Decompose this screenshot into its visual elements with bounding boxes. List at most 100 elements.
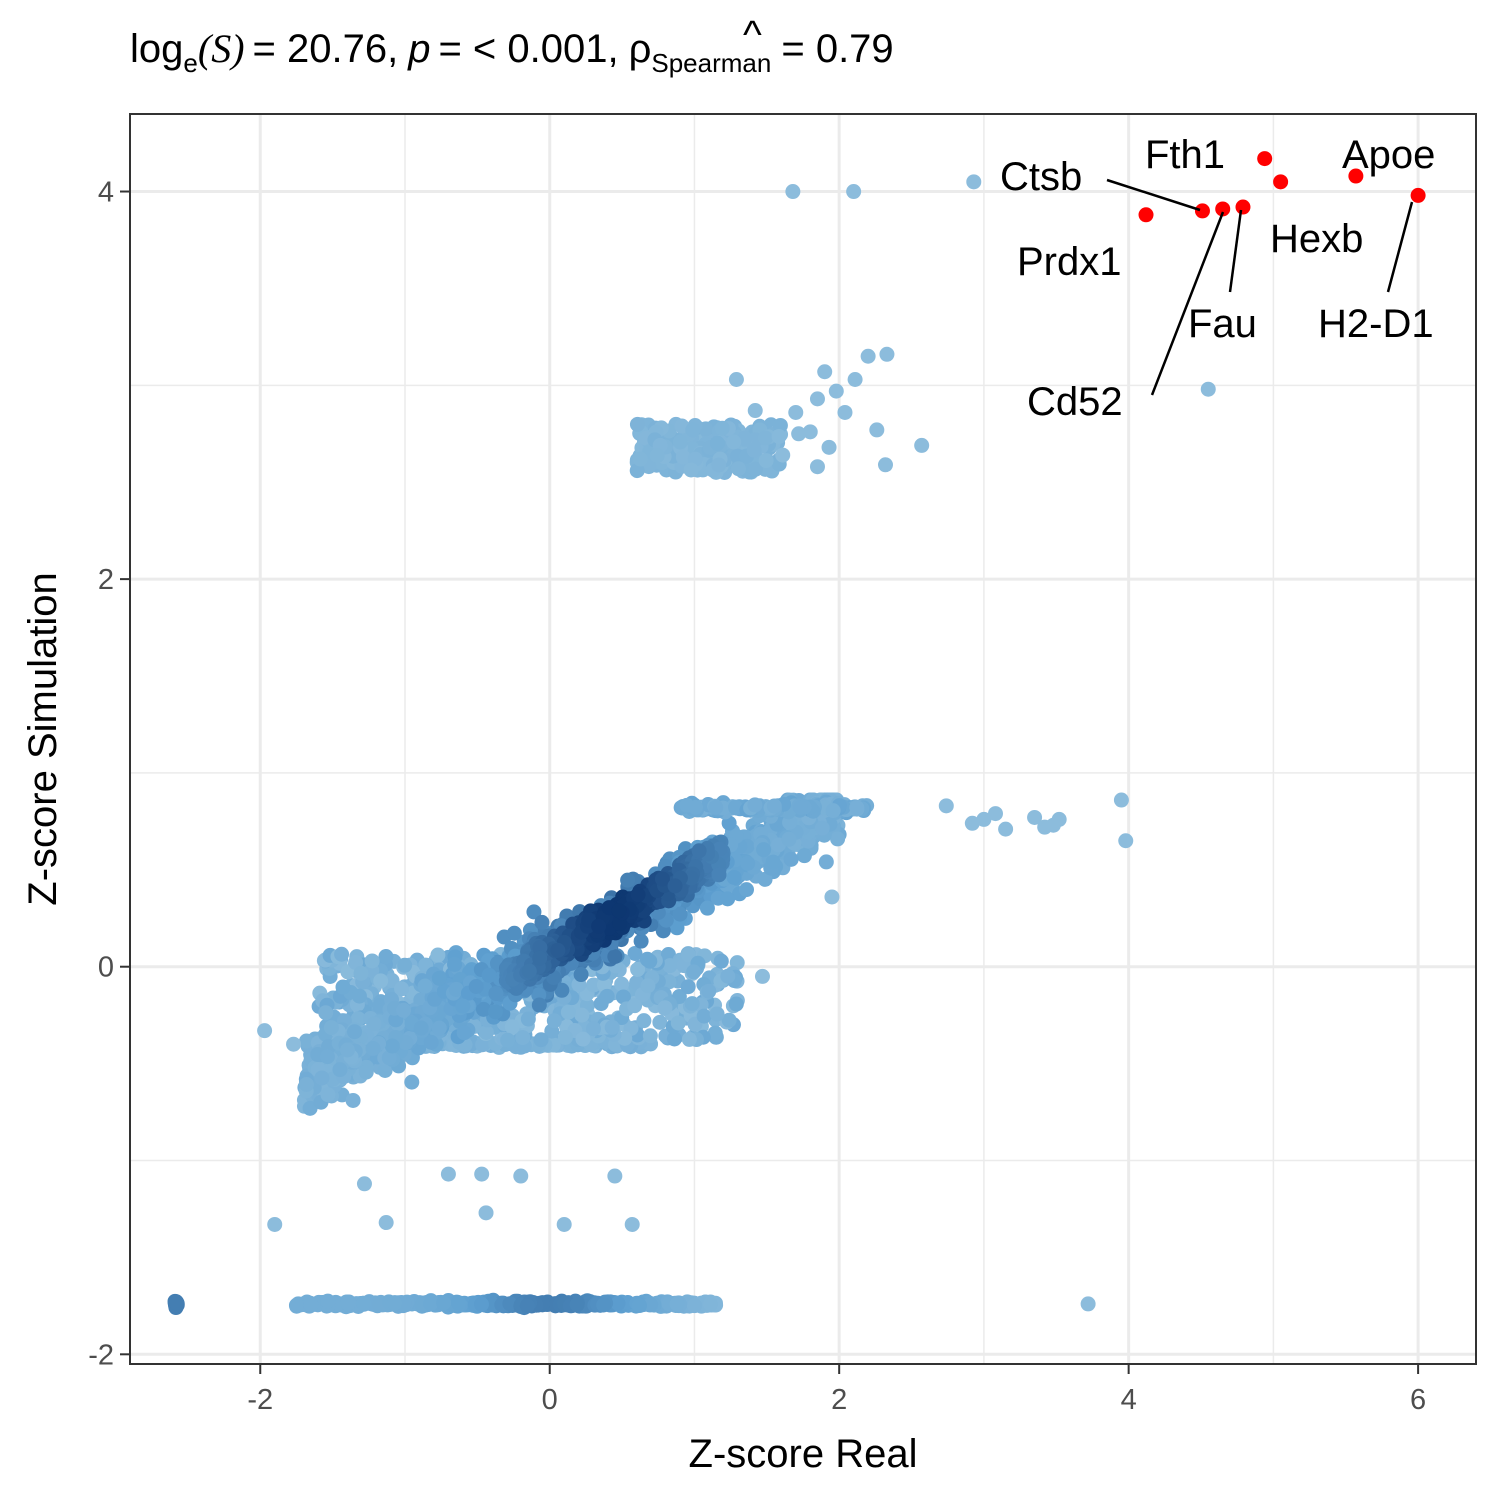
data-point bbox=[320, 1293, 336, 1309]
data-point bbox=[814, 820, 830, 836]
data-point bbox=[672, 434, 688, 450]
data-point bbox=[515, 1030, 531, 1046]
data-point bbox=[660, 947, 676, 963]
outlier-point bbox=[802, 424, 818, 440]
data-point bbox=[431, 970, 447, 986]
plot-panel bbox=[129, 113, 1477, 1365]
data-point bbox=[679, 797, 695, 813]
data-point bbox=[766, 798, 782, 814]
data-point bbox=[345, 1092, 361, 1108]
data-point bbox=[781, 831, 797, 847]
data-point bbox=[534, 914, 550, 930]
data-point bbox=[533, 1032, 549, 1048]
outlier-point bbox=[966, 174, 982, 190]
data-point bbox=[431, 1020, 447, 1036]
data-point bbox=[703, 1296, 719, 1312]
data-point bbox=[629, 975, 645, 991]
outlier-point bbox=[775, 447, 791, 463]
data-point bbox=[687, 1298, 703, 1314]
data-point bbox=[713, 953, 729, 969]
data-point bbox=[720, 968, 736, 984]
data-point bbox=[378, 949, 394, 965]
data-point bbox=[381, 1050, 397, 1066]
outlier-point bbox=[556, 1216, 572, 1232]
data-point bbox=[604, 1019, 620, 1035]
data-point bbox=[575, 1031, 591, 1047]
data-point bbox=[680, 979, 696, 995]
data-point bbox=[675, 449, 691, 465]
data-point bbox=[386, 1295, 402, 1311]
data-point bbox=[681, 1031, 697, 1047]
data-point bbox=[627, 998, 643, 1014]
data-point bbox=[730, 461, 746, 477]
y-axis: -2 0 2 4 bbox=[88, 177, 130, 1371]
data-point bbox=[353, 965, 369, 981]
data-point bbox=[413, 1020, 429, 1036]
title-open-paren: ( bbox=[198, 26, 214, 71]
highlighted-point-fth1 bbox=[1257, 151, 1273, 167]
data-point bbox=[298, 1033, 314, 1049]
data-point bbox=[423, 1296, 439, 1312]
outlier-point bbox=[860, 348, 876, 364]
data-point bbox=[657, 1000, 673, 1016]
data-point bbox=[500, 1032, 516, 1048]
data-point bbox=[783, 851, 799, 867]
data-point bbox=[351, 988, 367, 1004]
data-point bbox=[661, 974, 677, 990]
outlier-point bbox=[914, 437, 930, 453]
data-point bbox=[504, 1019, 520, 1035]
data-point bbox=[574, 1007, 590, 1023]
data-point bbox=[726, 869, 742, 885]
data-point bbox=[526, 904, 542, 920]
outlier-point bbox=[785, 184, 801, 200]
outlier-point bbox=[1080, 1296, 1096, 1312]
data-point bbox=[758, 453, 774, 469]
data-point bbox=[607, 949, 623, 965]
data-point bbox=[691, 843, 707, 859]
data-point bbox=[532, 950, 548, 966]
data-point bbox=[796, 848, 812, 864]
data-point bbox=[727, 799, 743, 815]
data-point bbox=[721, 1012, 737, 1028]
outlier-point bbox=[964, 815, 980, 831]
data-point bbox=[404, 1074, 420, 1090]
data-point bbox=[699, 900, 715, 916]
x-tick-label: 0 bbox=[542, 1384, 558, 1416]
outlier-point bbox=[791, 426, 807, 442]
data-point bbox=[168, 1295, 184, 1311]
data-point bbox=[629, 416, 645, 432]
outlier-point bbox=[1113, 792, 1129, 808]
leader-ctsb bbox=[1106, 178, 1201, 212]
outlier-point bbox=[821, 439, 837, 455]
data-point bbox=[481, 967, 497, 983]
leader-cd52 bbox=[1150, 211, 1225, 396]
outlier-point bbox=[869, 422, 885, 438]
data-point bbox=[765, 854, 781, 870]
data-point bbox=[830, 831, 846, 847]
outlier-point bbox=[356, 1176, 372, 1192]
data-point bbox=[478, 1024, 494, 1040]
outlier-point bbox=[754, 968, 770, 984]
outlier-point bbox=[879, 346, 895, 362]
data-point bbox=[303, 1297, 319, 1313]
data-point bbox=[633, 933, 649, 949]
outlier-point bbox=[846, 184, 862, 200]
chart-title: loge(S) = 20.76, p = < 0.001, ρSpearman = 0.7… bbox=[130, 26, 894, 78]
data-point bbox=[448, 981, 464, 997]
data-point bbox=[468, 979, 484, 995]
data-point bbox=[711, 867, 727, 883]
x-axis: -2 0 2 4 6 bbox=[247, 1364, 1426, 1416]
data-point bbox=[519, 1298, 535, 1314]
data-point bbox=[825, 803, 841, 819]
data-point bbox=[573, 967, 589, 983]
outlier-point bbox=[877, 457, 893, 473]
data-point bbox=[632, 451, 648, 467]
highlighted-gene-points bbox=[1138, 151, 1426, 223]
data-point bbox=[642, 953, 658, 969]
data-point bbox=[488, 985, 504, 1001]
grid-lines bbox=[130, 114, 1476, 1364]
gene-label-ctsb: Ctsb bbox=[1000, 155, 1082, 199]
data-point bbox=[320, 1087, 336, 1103]
data-point bbox=[531, 997, 547, 1013]
y-tick-label: 2 bbox=[98, 564, 114, 596]
